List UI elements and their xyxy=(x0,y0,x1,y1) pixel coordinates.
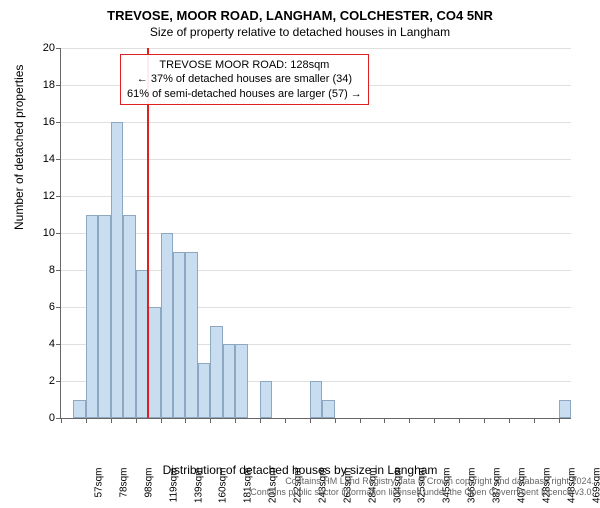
histogram-bar xyxy=(310,381,322,418)
x-tick xyxy=(534,418,535,423)
histogram-bar xyxy=(210,326,222,419)
y-tick-label: 18 xyxy=(25,79,55,91)
y-tick-label: 20 xyxy=(25,42,55,54)
footer-line-1: Contains HM Land Registry data © Crown c… xyxy=(250,476,594,487)
x-tick xyxy=(61,418,62,423)
annotation-box: TREVOSE MOOR ROAD: 128sqm ← 37% of detac… xyxy=(120,54,369,105)
y-tick-label: 2 xyxy=(25,375,55,387)
footer-line-2: Contains public sector information licen… xyxy=(250,487,594,498)
annotation-line-2: ← 37% of detached houses are smaller (34… xyxy=(127,72,362,86)
annotation-line-1: TREVOSE MOOR ROAD: 128sqm xyxy=(127,58,362,72)
y-tick-label: 0 xyxy=(25,412,55,424)
x-tick xyxy=(161,418,162,423)
histogram-bar xyxy=(111,122,123,418)
grid-line xyxy=(61,233,571,234)
y-tick xyxy=(56,233,61,234)
y-tick xyxy=(56,159,61,160)
x-tick xyxy=(409,418,410,423)
y-tick xyxy=(56,85,61,86)
grid-line xyxy=(61,122,571,123)
page-title-1: TREVOSE, MOOR ROAD, LANGHAM, COLCHESTER,… xyxy=(0,0,600,23)
histogram-chart: 0246810121416182057sqm78sqm98sqm119sqm13… xyxy=(60,48,570,418)
histogram-bar xyxy=(98,215,110,419)
y-tick xyxy=(56,344,61,345)
histogram-bar xyxy=(161,233,173,418)
x-tick xyxy=(559,418,560,423)
x-tick xyxy=(310,418,311,423)
histogram-bar xyxy=(173,252,185,419)
footer-attribution: Contains HM Land Registry data © Crown c… xyxy=(250,476,594,498)
histogram-bar xyxy=(73,400,85,419)
y-tick xyxy=(56,381,61,382)
x-tick xyxy=(434,418,435,423)
annotation-line-3: 61% of semi-detached houses are larger (… xyxy=(127,87,362,101)
histogram-bar xyxy=(260,381,272,418)
histogram-bar xyxy=(86,215,98,419)
y-tick xyxy=(56,307,61,308)
x-axis-label: Distribution of detached houses by size … xyxy=(0,463,600,477)
grid-line xyxy=(61,196,571,197)
x-tick xyxy=(484,418,485,423)
x-tick xyxy=(185,418,186,423)
x-tick xyxy=(260,418,261,423)
histogram-bar xyxy=(185,252,197,419)
histogram-bar xyxy=(223,344,235,418)
x-tick xyxy=(509,418,510,423)
x-tick xyxy=(384,418,385,423)
x-tick xyxy=(335,418,336,423)
x-tick xyxy=(360,418,361,423)
page-title-2: Size of property relative to detached ho… xyxy=(0,23,600,43)
x-tick xyxy=(285,418,286,423)
histogram-bar xyxy=(123,215,135,419)
histogram-bar xyxy=(235,344,247,418)
y-tick xyxy=(56,270,61,271)
histogram-bar xyxy=(559,400,571,419)
grid-line xyxy=(61,48,571,49)
x-tick xyxy=(111,418,112,423)
y-tick-label: 12 xyxy=(25,190,55,202)
histogram-bar xyxy=(198,363,210,419)
x-tick xyxy=(459,418,460,423)
y-tick xyxy=(56,196,61,197)
x-tick xyxy=(136,418,137,423)
x-tick xyxy=(86,418,87,423)
y-tick-label: 10 xyxy=(25,227,55,239)
y-axis-label: Number of detached properties xyxy=(12,65,26,230)
y-tick-label: 6 xyxy=(25,301,55,313)
y-tick-label: 4 xyxy=(25,338,55,350)
x-tick xyxy=(235,418,236,423)
histogram-bar xyxy=(322,400,334,419)
y-tick xyxy=(56,48,61,49)
y-tick-label: 14 xyxy=(25,153,55,165)
x-tick xyxy=(210,418,211,423)
histogram-bar xyxy=(148,307,160,418)
y-tick xyxy=(56,122,61,123)
y-tick-label: 16 xyxy=(25,116,55,128)
y-tick-label: 8 xyxy=(25,264,55,276)
grid-line xyxy=(61,159,571,160)
